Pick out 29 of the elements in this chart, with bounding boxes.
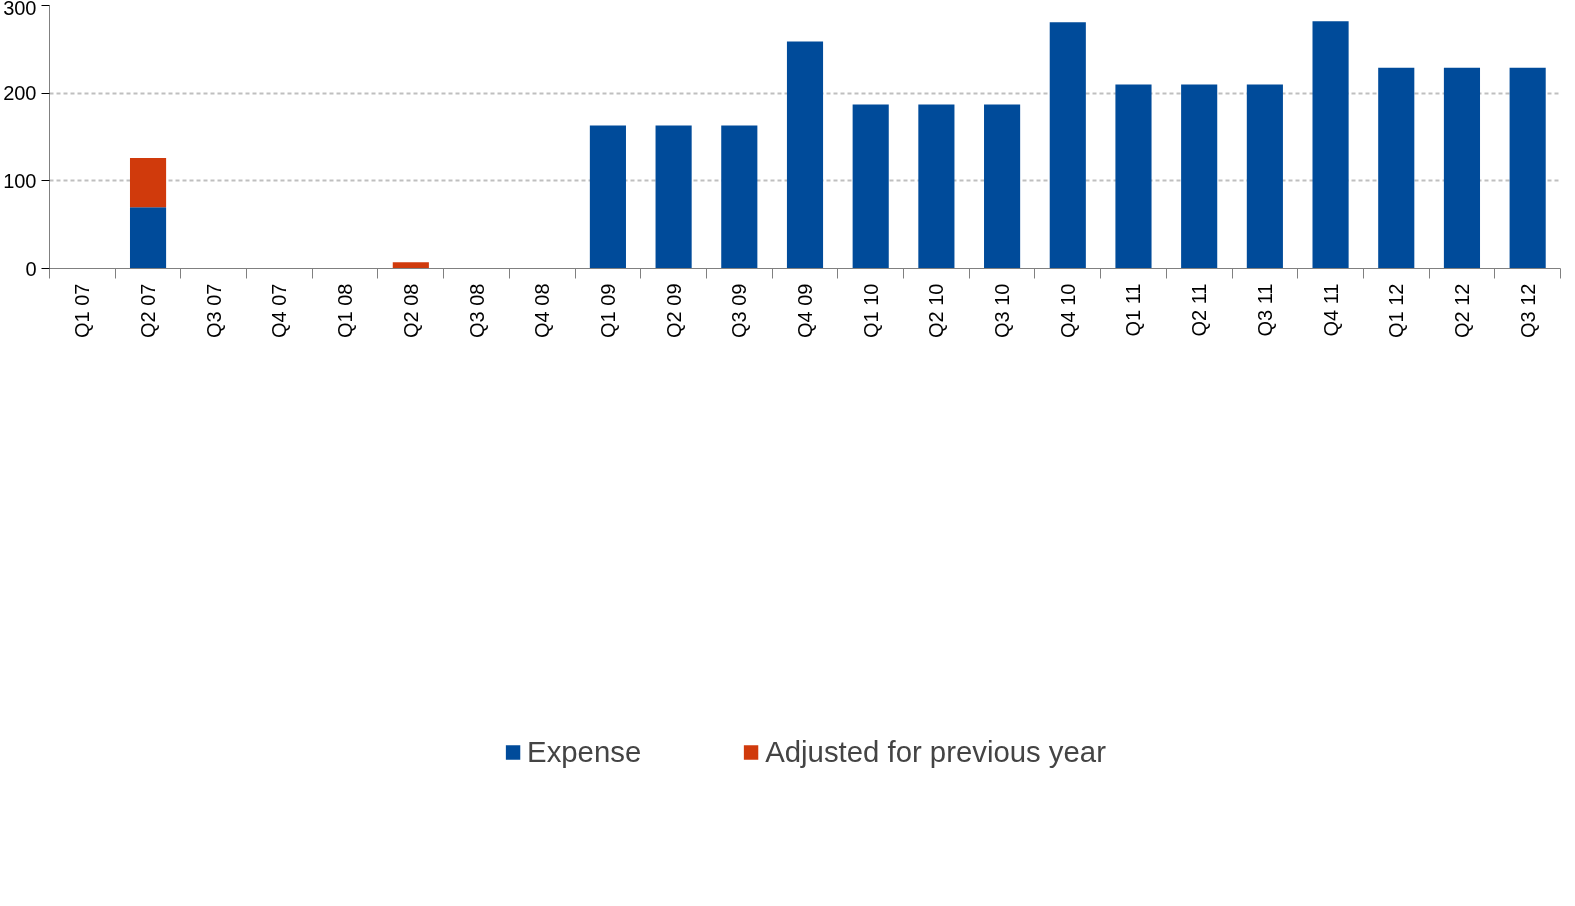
x-tick-label: Q3 10 xyxy=(991,283,1014,338)
y-tick-label: 100 xyxy=(3,169,37,192)
x-tick-label: Q2 07 xyxy=(137,283,160,338)
x-tick-label: Q3 07 xyxy=(202,283,225,338)
y-tick-label: 0 xyxy=(25,257,37,280)
legend-label: Adjusted for previous year xyxy=(765,734,1106,769)
x-tick-label: Q3 11 xyxy=(1253,283,1276,337)
x-tick-label: Q3 12 xyxy=(1516,283,1539,338)
x-tick-label: Q1 07 xyxy=(71,283,94,338)
x-tick-label: Q2 12 xyxy=(1450,283,1473,338)
x-tick-label: Q4 09 xyxy=(794,283,816,338)
x-tick-label: Q4 11 xyxy=(1319,283,1342,337)
x-tick-label: Q1 10 xyxy=(859,283,882,338)
x-tick-label: Q4 08 xyxy=(531,283,554,338)
x-tick-label: Q1 09 xyxy=(596,283,619,338)
x-tick-label: Q1 08 xyxy=(334,283,357,338)
x-tick-label: Q2 10 xyxy=(925,283,948,338)
legend-label: Expense xyxy=(527,734,642,769)
x-tick-label: Q4 07 xyxy=(268,283,291,338)
x-tick-label: Q1 11 xyxy=(1122,283,1145,337)
x-tick-label: Q1 12 xyxy=(1385,283,1408,338)
x-tick-label: Q4 10 xyxy=(1056,283,1079,338)
x-tick-label: Q2 08 xyxy=(399,283,422,338)
x-tick-label: Q3 08 xyxy=(465,283,488,338)
x-tick-label: Q3 09 xyxy=(728,283,751,338)
x-tick-label: Q2 09 xyxy=(662,283,685,338)
y-tick-label: 300 xyxy=(3,0,37,19)
x-tick-label: Q2 11 xyxy=(1188,283,1211,337)
y-tick-label: 200 xyxy=(3,82,37,105)
